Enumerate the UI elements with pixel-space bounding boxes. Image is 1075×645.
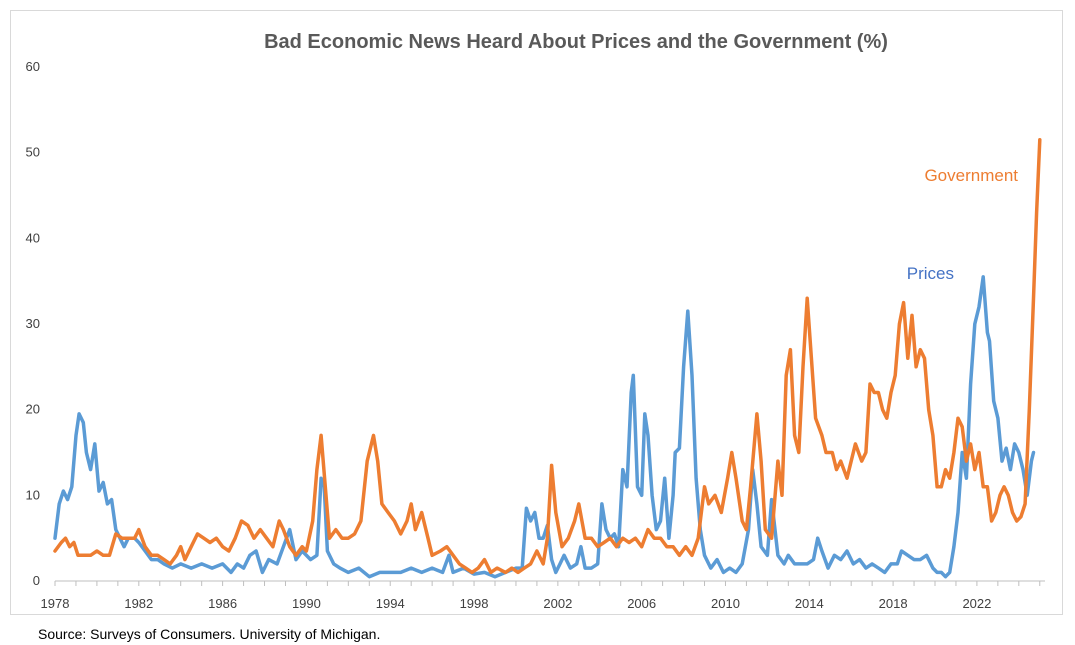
x-tick-label: 1994 <box>376 596 405 611</box>
x-tick-label: 2018 <box>879 596 908 611</box>
y-tick-label: 20 <box>26 402 40 417</box>
x-tick-label: 1978 <box>41 596 70 611</box>
x-tick-label: 1986 <box>208 596 237 611</box>
x-tick-label: 2006 <box>627 596 656 611</box>
x-tick-label: 1990 <box>292 596 321 611</box>
y-tick-label: 50 <box>26 145 40 160</box>
series-line-government <box>53 138 1042 575</box>
y-tick-label: 60 <box>26 59 40 74</box>
series-layer <box>53 138 1042 579</box>
x-tick-label: 2002 <box>543 596 572 611</box>
chart-title: Bad Economic News Heard About Prices and… <box>264 31 888 53</box>
series-line-prices <box>53 275 1036 579</box>
government-series-label: Government <box>924 166 1018 185</box>
y-axis: 0 10 20 30 40 50 60 <box>26 59 40 588</box>
x-tick-label: 2010 <box>711 596 740 611</box>
y-tick-label: 10 <box>26 487 40 502</box>
x-axis: 1978 1982 1986 1990 1994 1998 2002 2006 2010 2014… <box>41 580 1045 611</box>
x-tick-label: 1998 <box>460 596 489 611</box>
x-tick-label: 1982 <box>124 596 153 611</box>
y-tick-label: 30 <box>26 316 40 331</box>
source-note: Source: Surveys of Consumers. University… <box>38 626 381 642</box>
y-tick-label: 0 <box>33 573 40 588</box>
x-tick-label: 2014 <box>795 596 824 611</box>
chart-area <box>10 10 1063 615</box>
y-tick-label: 40 <box>26 230 40 245</box>
x-tick-label: 2022 <box>962 596 991 611</box>
prices-series-label: Prices <box>907 264 954 283</box>
